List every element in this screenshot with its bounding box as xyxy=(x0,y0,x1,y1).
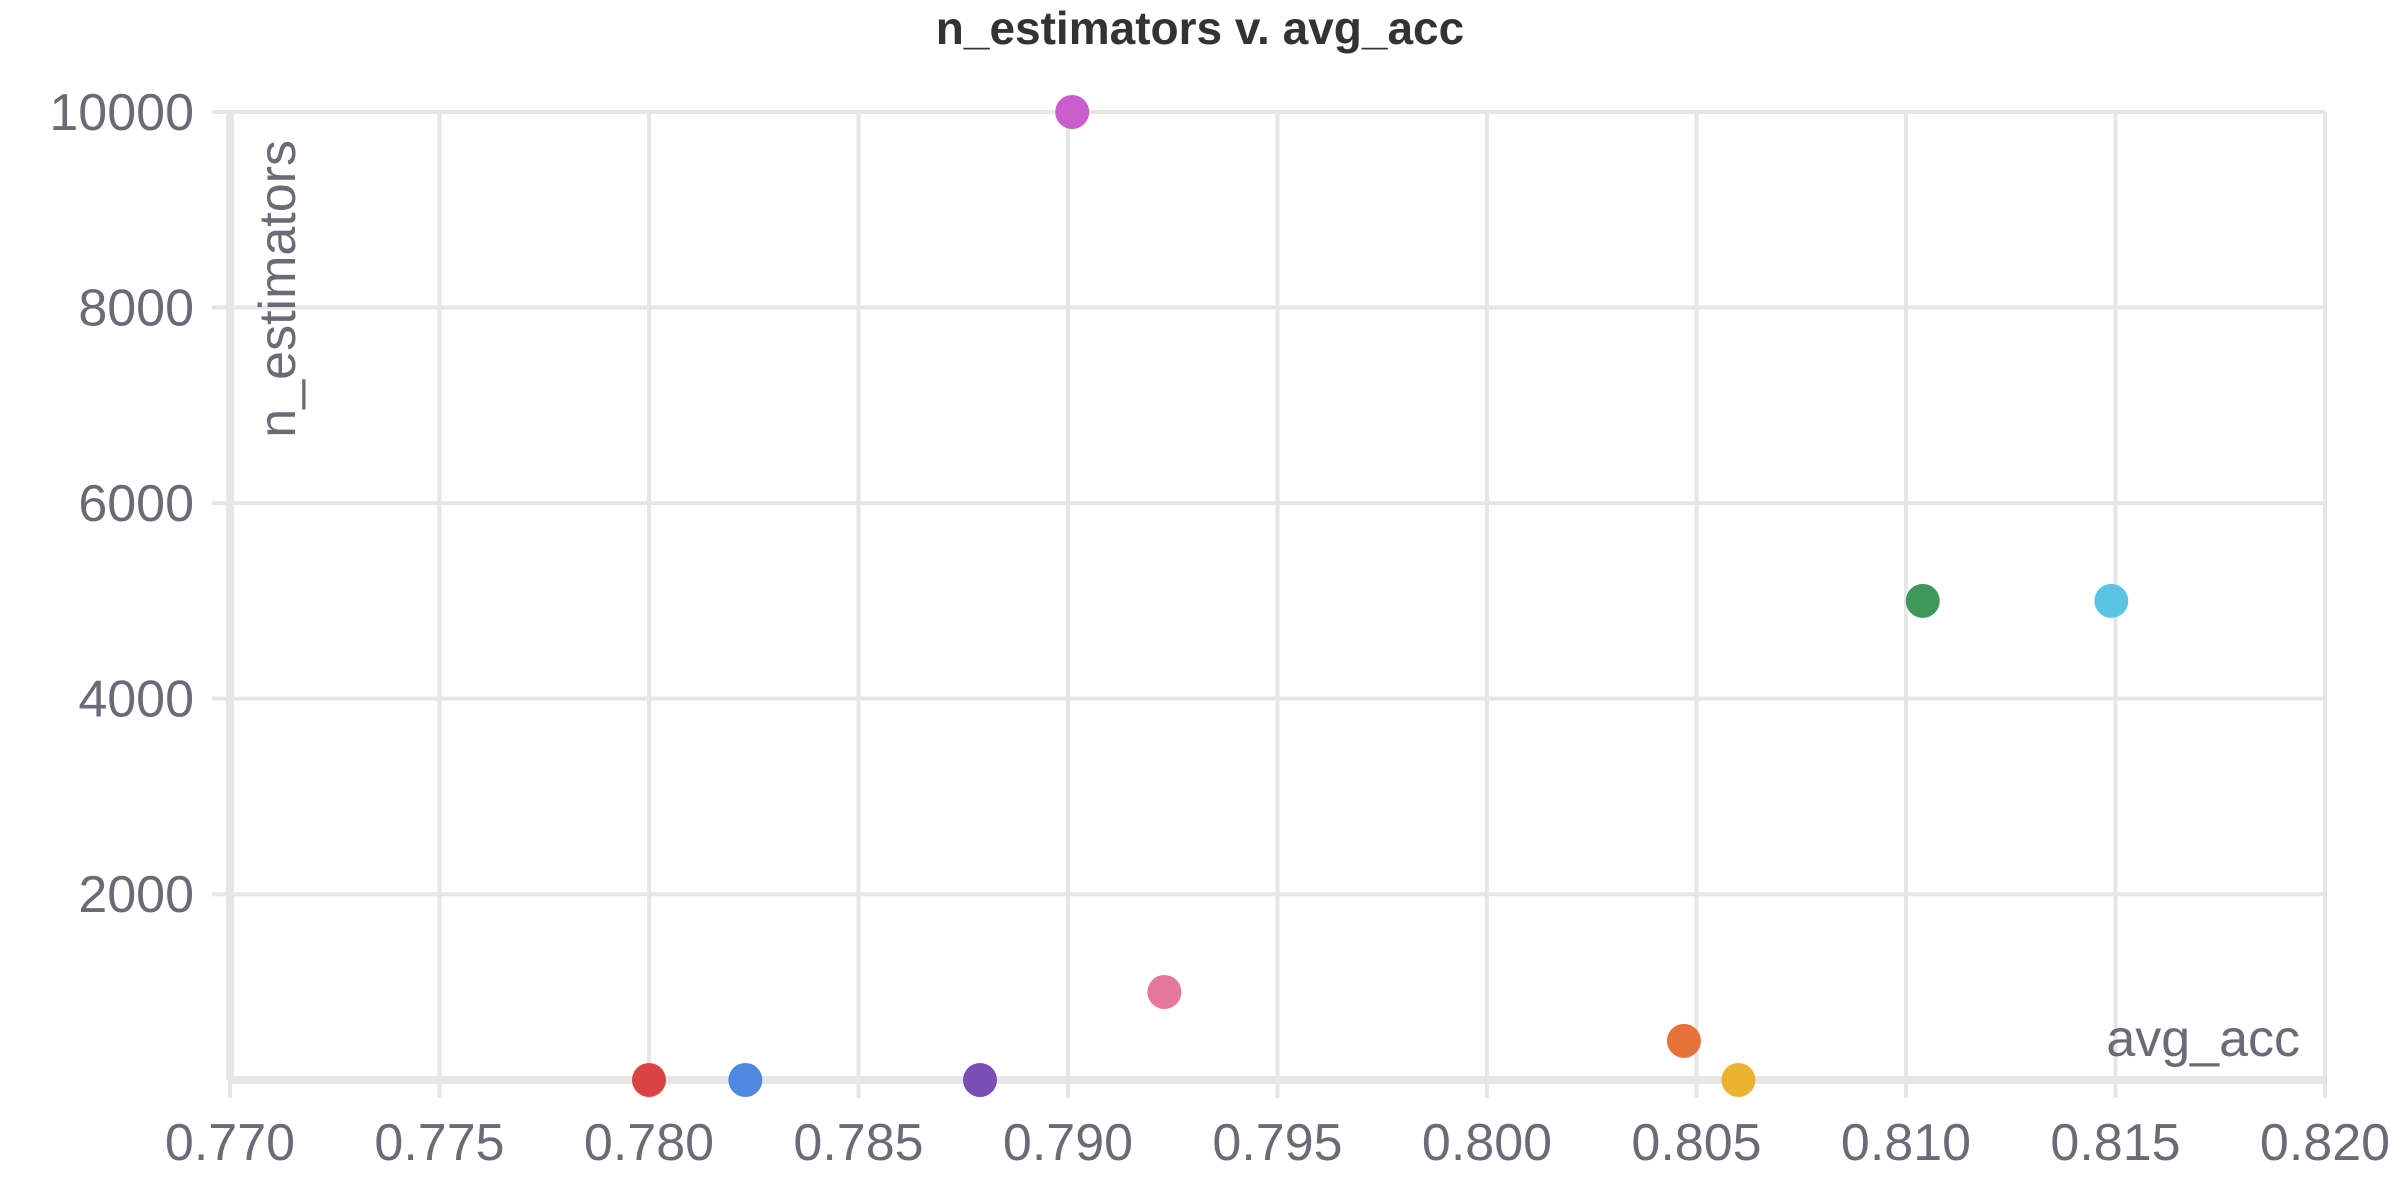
y-tick-label: 2000 xyxy=(78,866,194,924)
x-tick-label: 0.770 xyxy=(165,1114,295,1172)
x-tick-label: 0.805 xyxy=(1631,1114,1761,1172)
y-tick-label: 10000 xyxy=(49,84,194,142)
data-point[interactable] xyxy=(1147,975,1182,1009)
x-tick-label: 0.810 xyxy=(1841,1114,1971,1172)
x-tick-label: 0.815 xyxy=(2050,1114,2180,1172)
grid xyxy=(212,110,2327,1098)
tick-labels: 0.770 0.775 0.780 0.785 0.790 0.795 0.800 0.805… xyxy=(49,84,2390,1172)
y-tick-label: 4000 xyxy=(78,671,194,729)
data-point[interactable] xyxy=(1905,583,1940,618)
data-point[interactable] xyxy=(728,1063,763,1097)
data-point[interactable] xyxy=(632,1063,666,1097)
y-axis-label: n_estimators xyxy=(249,140,307,438)
x-tick-label: 0.820 xyxy=(2260,1114,2390,1172)
x-tick-label: 0.800 xyxy=(1422,1114,1552,1172)
y-tick-label: 6000 xyxy=(78,475,194,533)
chart-title: n_estimators v. avg_acc xyxy=(936,2,1464,54)
data-point[interactable] xyxy=(963,1063,998,1097)
data-point[interactable] xyxy=(1055,95,1090,129)
x-tick-label: 0.785 xyxy=(793,1114,923,1172)
axes xyxy=(226,112,2325,1084)
data-point[interactable] xyxy=(2094,583,2129,618)
data-point[interactable] xyxy=(1666,1023,1701,1058)
y-tick-label: 8000 xyxy=(78,280,194,338)
x-axis-label: avg_acc xyxy=(2106,1010,2300,1068)
data-point[interactable] xyxy=(1721,1063,1756,1097)
x-tick-label: 0.780 xyxy=(584,1114,714,1172)
x-tick-label: 0.775 xyxy=(374,1114,504,1172)
x-tick-label: 0.795 xyxy=(1212,1114,1342,1172)
x-tick-label: 0.790 xyxy=(1003,1114,1133,1172)
data-points xyxy=(632,95,2129,1097)
